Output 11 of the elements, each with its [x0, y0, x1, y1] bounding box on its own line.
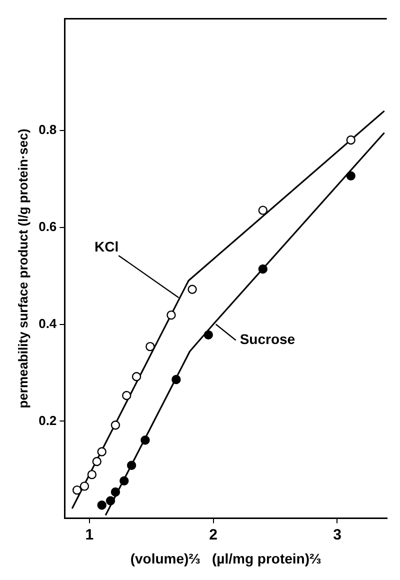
x-axis-title: (volume)⅔ (µl/mg protein)⅔ [130, 550, 322, 566]
annotation: KCl [94, 238, 119, 254]
y-tick-label: 0.8 [38, 122, 57, 137]
annotation: Sucrose [240, 331, 296, 348]
y-tick-label: 0.6 [38, 218, 57, 234]
x-tick-label: 3 [333, 526, 342, 544]
x-tick-label: 2 [209, 526, 218, 544]
x-tick-label: 1 [85, 526, 94, 544]
y-tick-label: 0.2 [38, 412, 57, 428]
y-axis-title: permeability surface product (l/g protein·sec) [15, 128, 30, 408]
y-tick-label: 0.4 [38, 316, 58, 331]
